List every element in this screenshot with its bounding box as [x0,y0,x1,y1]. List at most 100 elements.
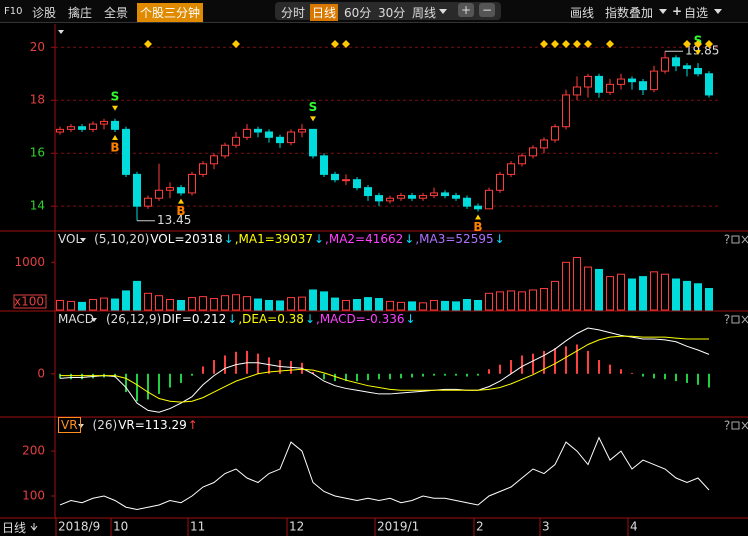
panel-header: VR (26)VR=113.29↑ [58,417,199,433]
volume-bar [353,299,361,311]
event-marker [606,40,614,48]
volume-bar [595,268,603,311]
period[interactable]: 30分 [378,6,406,20]
volume-bar [441,300,449,311]
volume-bar [430,299,438,311]
volume-bar [650,271,658,311]
x-tick-label: 10 [113,520,128,534]
candle-body [364,187,372,197]
y-tick-label: 18 [30,93,45,107]
candle-body [661,57,669,72]
dropdown-arrow [91,318,97,322]
dropdown-arrow [80,238,86,242]
volume-bar [386,300,394,311]
tab[interactable]: 诊股 [32,6,57,20]
period[interactable]: 日线 [310,4,339,21]
header-text[interactable]: VOL [58,232,83,246]
y-tick-label: 100 [22,488,45,502]
volume-bar [111,298,119,311]
event-marker [705,40,713,48]
volume-bar [100,297,108,311]
x-tick-label: 2 [476,520,484,534]
candle-body [683,65,691,69]
y-tick-label: 0 [37,366,45,380]
panel-header: VOL (5,10,20)VOL=20318↓,MA1=39037↓,MA2=41… [58,232,506,246]
period[interactable]: 分时 [281,6,306,20]
period[interactable]: 周线 [412,6,437,20]
candle-body [177,187,185,194]
y-tick-label: 20 [30,40,45,54]
event-marker [683,40,691,48]
x-tick-label: 12 [289,520,304,534]
tab[interactable]: F10 [4,6,23,17]
candle-body [441,192,449,197]
candle-body [78,126,86,130]
volume-bar [551,280,559,311]
header-text: ↓ [227,312,238,326]
period[interactable]: 60分 [344,6,372,20]
tab[interactable]: 个股三分钟 [137,3,204,22]
header-text: VOL=20318 [150,232,223,246]
candle-body [595,75,603,93]
candle-body [463,197,471,207]
volume-bar [562,261,570,311]
unit-label: x100 [14,295,44,309]
header-text[interactable]: VR [58,417,81,433]
event-marker [331,40,339,48]
volume-bar [265,299,273,311]
event-marker [694,40,702,48]
volume-bar [56,299,64,311]
tool[interactable]: 指数叠加 [605,6,654,20]
header-text[interactable]: MACD [58,312,94,326]
candle-body [584,75,592,88]
dropdown-arrow [58,30,64,34]
vr-line [59,436,710,510]
header-text: ↓ [405,312,416,326]
tab[interactable]: 全景 [104,6,129,20]
candle-body [639,81,647,91]
volume-bar [496,291,504,311]
volume-bar [188,297,196,311]
signal-arrow [310,116,316,122]
tab[interactable]: 擒庄 [68,6,93,20]
event-marker [144,40,152,48]
candle-body [375,195,383,202]
volume-bar [155,295,163,311]
event-marker [573,40,581,48]
candle-body [672,57,680,67]
close-icon [741,315,748,324]
signal-arrow [475,214,481,220]
candle-body [342,179,350,182]
signal-label: B [473,220,482,234]
event-marker [562,40,570,48]
candle-body [254,128,262,133]
candle-body [243,128,251,138]
close-icon [741,235,748,244]
volume-bar [342,299,350,311]
candle-body [221,144,229,157]
candle-body [529,147,537,157]
plus-icon: + [672,4,683,18]
candle-body [705,73,713,96]
header-text: ,MA2=41662 [325,232,404,246]
volume-bar [67,300,75,311]
tool[interactable]: 自选 [684,6,709,20]
candle-body [650,70,658,91]
volume-bar [540,288,548,311]
candle-body [628,78,636,83]
volume-bar [463,299,471,311]
candle-body [155,189,163,199]
zoom-in[interactable]: + [458,3,474,17]
x-tick-label: 4 [630,520,638,534]
tool[interactable]: 画线 [570,6,595,20]
candle-body [496,173,504,191]
zoom-out[interactable]: − [479,3,495,17]
volume-bar [210,298,218,311]
volume-bar [672,278,680,311]
panel-header: MACD (26,12,9)DIF=0.212↓,DEA=0.38↓,MACD=-… [58,312,417,326]
volume-bar [518,291,526,311]
event-marker [584,40,592,48]
volume-bar [221,295,229,311]
y-tick-label: 1000 [14,255,45,269]
